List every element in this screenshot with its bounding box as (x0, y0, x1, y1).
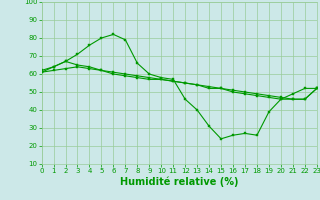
X-axis label: Humidité relative (%): Humidité relative (%) (120, 177, 238, 187)
